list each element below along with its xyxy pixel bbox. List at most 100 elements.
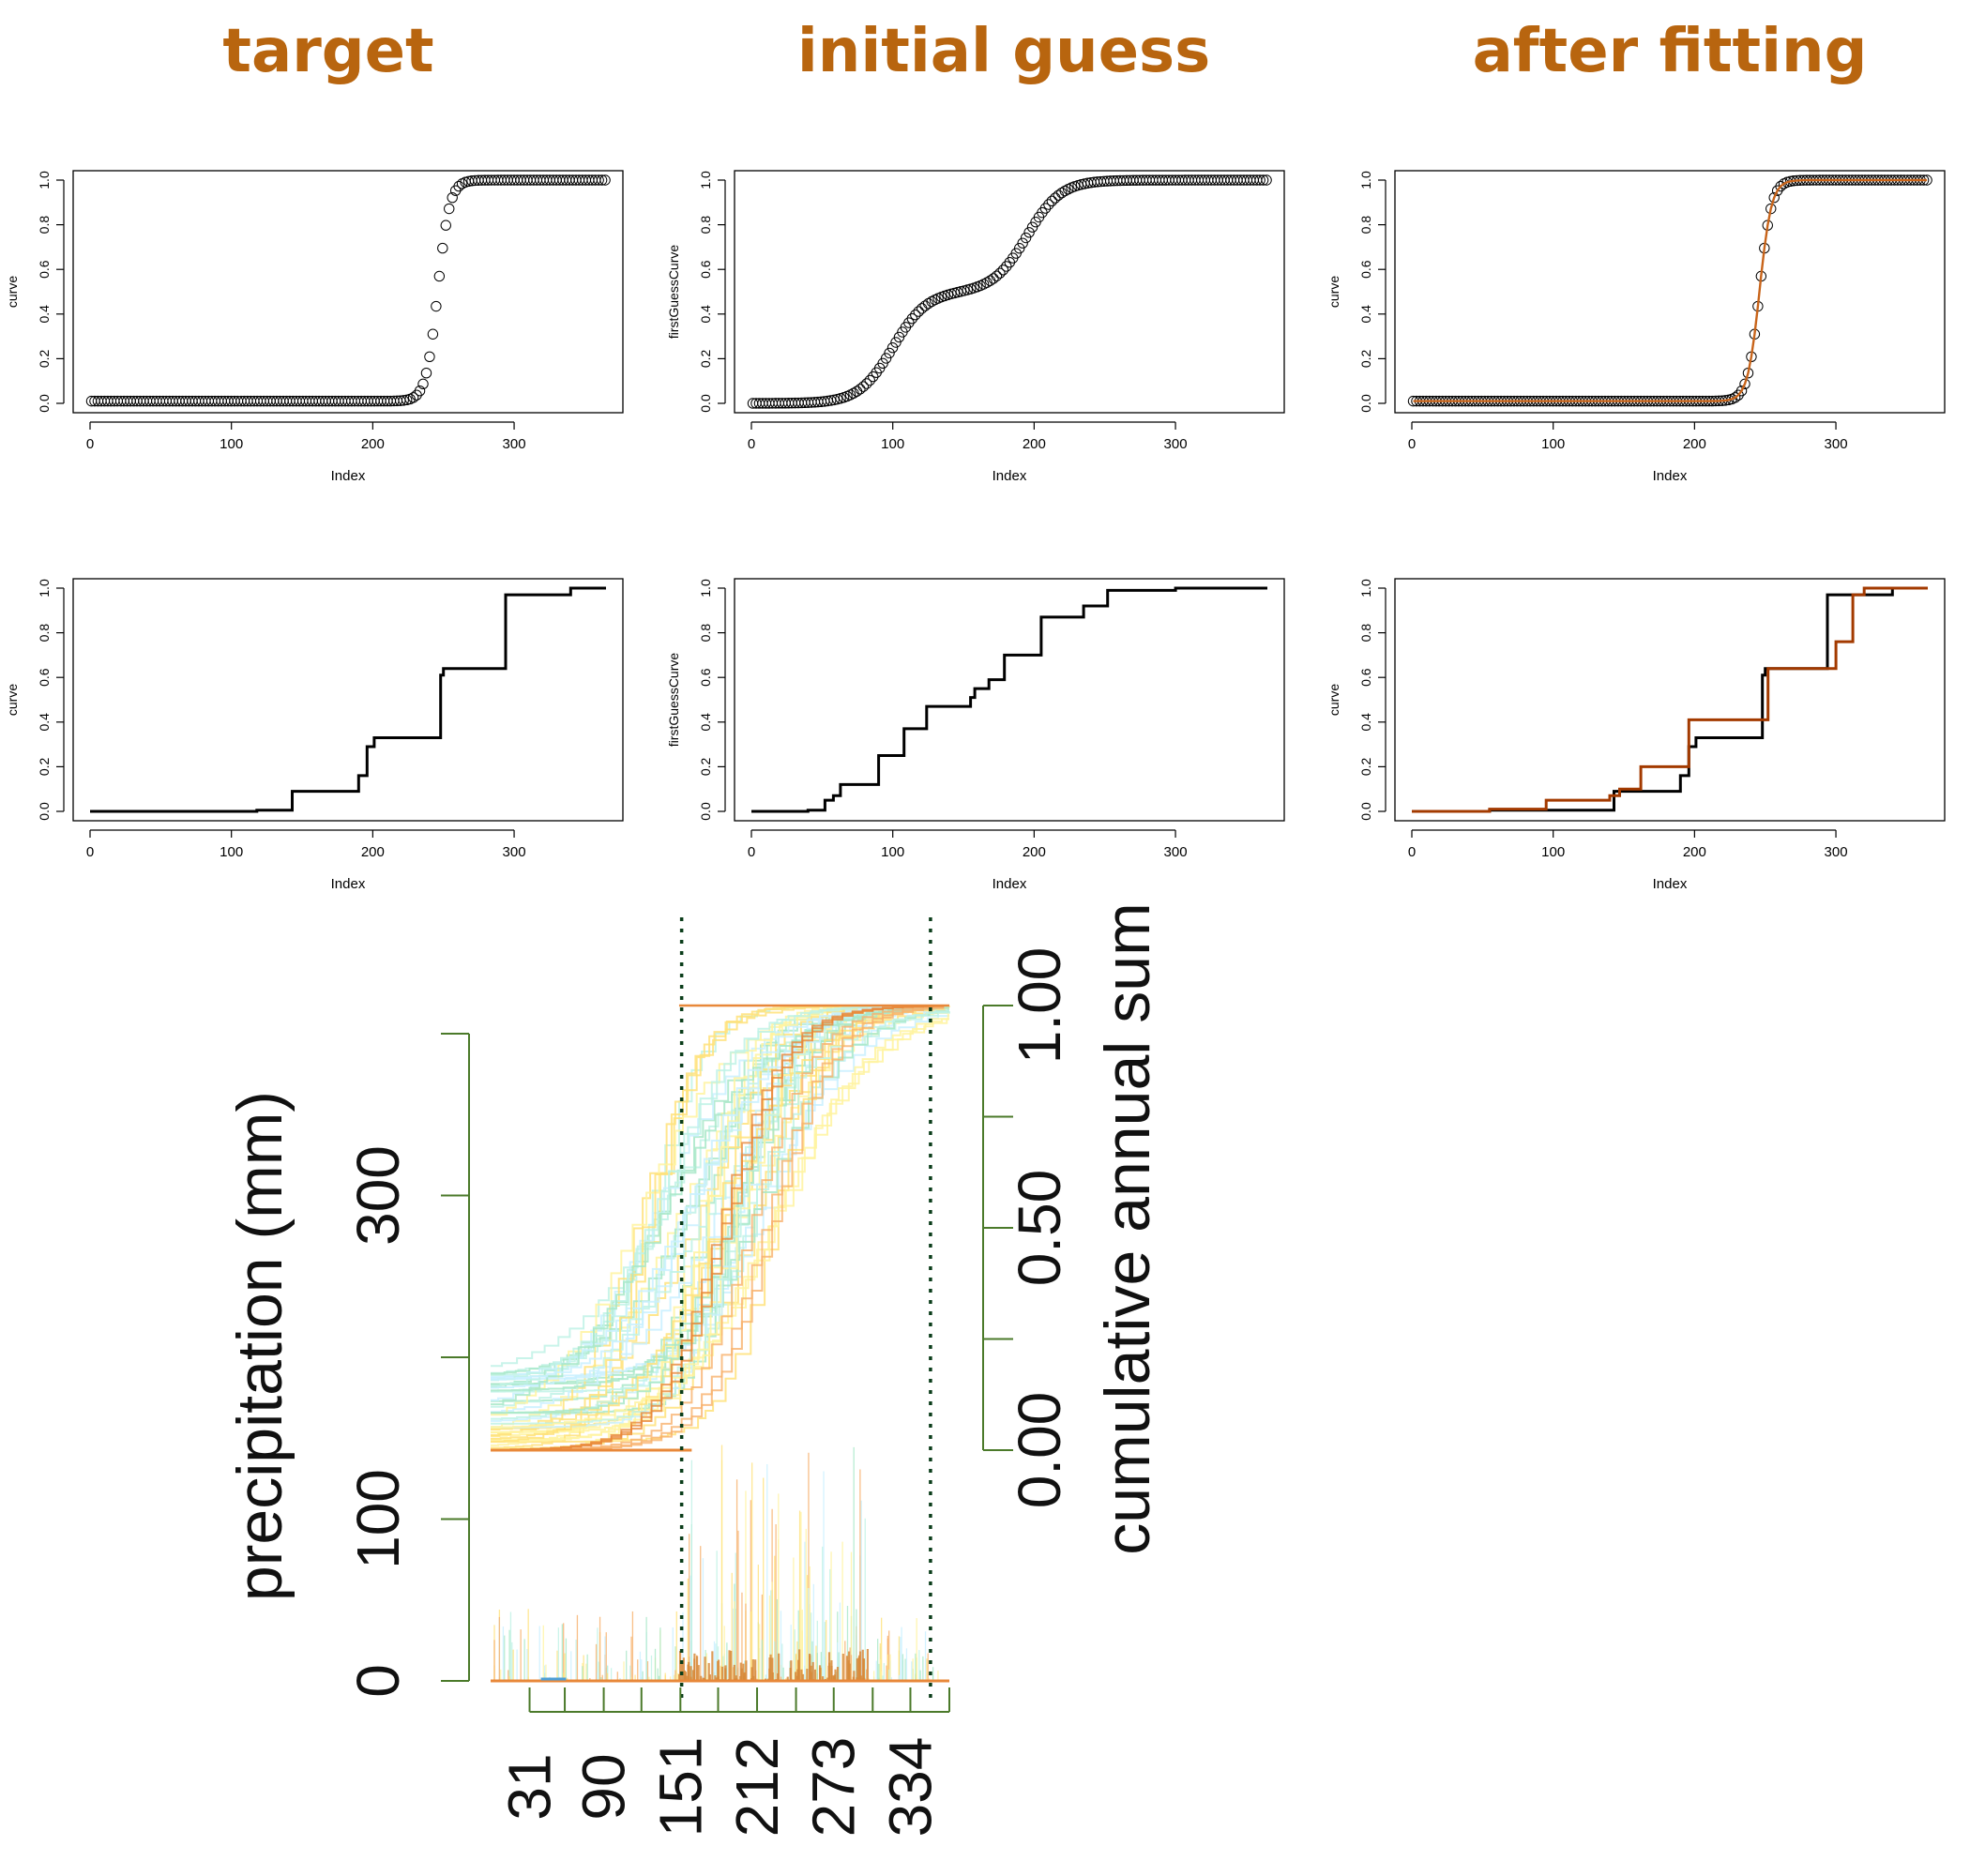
bottom-tick-label: 273: [800, 1737, 868, 1838]
data-point: [864, 374, 875, 386]
guess-points-panel: 0 100 200 300 Index 0.0 0.2 0.4 0.6 0.8 1.0 firstGu…: [666, 170, 1285, 484]
x-tick-label: 300: [1164, 436, 1188, 452]
x-tick-label: 200: [1023, 844, 1046, 860]
fit-points-panel: 0 100 200 300 Index 0.0 0.2 0.4 0.6 0.8 1.0 curve: [1326, 170, 1946, 484]
x-tick-label: 0: [748, 844, 755, 860]
series-line-1: [1412, 586, 1928, 813]
y-tick-label: 0.2: [37, 349, 52, 368]
fitted-line: [1413, 178, 1928, 402]
plot-frame: [72, 170, 624, 414]
precip-spikes: [491, 1445, 949, 1683]
left-tick-label: 100: [344, 1469, 412, 1569]
data-point: [453, 180, 464, 192]
y-tick-label: 0.2: [698, 757, 713, 776]
data-point: [991, 270, 1003, 281]
y-axis-label: curve: [5, 684, 20, 716]
x-tick-label: 300: [1825, 436, 1848, 452]
x-tick-label: 300: [503, 436, 526, 452]
y-tick-label: 0.6: [698, 260, 713, 279]
data-point: [922, 297, 934, 310]
data-point: [596, 174, 608, 186]
guess-steps-panel: 0 100 200 300 Index 0.0 0.2 0.4 0.6 0.8 1.0 firstGu…: [666, 578, 1285, 892]
target-steps-panel: 0 100 200 300 Index 0.0 0.2 0.4 0.6 0.8 1.0 curve: [5, 578, 624, 892]
x-tick-label: 0: [86, 436, 94, 452]
x-tick-label: 0: [86, 844, 94, 860]
x-tick-label: 200: [1683, 844, 1706, 860]
data-point: [431, 300, 442, 312]
cumulative-curves: [491, 1004, 950, 1452]
x-tick-label: 200: [1023, 436, 1046, 452]
x-tick-label: 200: [361, 844, 385, 860]
data-point: [444, 203, 455, 215]
data-point: [880, 353, 892, 364]
data-point: [447, 191, 458, 204]
x-tick-label: 300: [1825, 844, 1848, 860]
x-tick-label: 100: [881, 436, 904, 452]
data-point: [1729, 392, 1741, 403]
data-point: [420, 368, 432, 379]
data-point: [1261, 174, 1272, 186]
left-tick-label: 300: [344, 1145, 412, 1246]
left-tick-label: 0: [344, 1664, 412, 1698]
data-point: [440, 219, 451, 231]
plot-frame: [1394, 578, 1946, 822]
data-point: [1739, 378, 1750, 390]
data-point: [946, 288, 957, 300]
x-tick-label: 200: [361, 436, 385, 452]
data-point: [906, 312, 918, 325]
y-tick-label: 1.0: [698, 171, 713, 189]
y-tick-label: 0.6: [1358, 668, 1373, 687]
data-point: [910, 309, 921, 321]
y-tick-label: 0.8: [37, 216, 52, 234]
y-tick-label: 1.0: [37, 579, 52, 598]
data-point: [1017, 237, 1028, 249]
y-tick-label: 0.4: [37, 713, 52, 732]
x-tick-label: 100: [1541, 436, 1565, 452]
title-target: target: [222, 17, 434, 86]
plot-frame: [734, 170, 1285, 414]
fit-steps-panel: 0 100 200 300 Index 0.0 0.2 0.4 0.6 0.8 1.0 curve: [1326, 578, 1946, 892]
data-point: [1039, 203, 1052, 214]
y-tick-label: 0.0: [1358, 394, 1373, 413]
x-tick-label: 0: [748, 436, 755, 452]
cumulative-line: [491, 1005, 949, 1382]
data-point: [1001, 261, 1012, 272]
right-tick-label: 0.50: [1006, 1170, 1073, 1287]
y-tick-label: 0.0: [698, 394, 713, 413]
y-tick-label: 1.0: [1358, 171, 1373, 189]
data-point: [868, 371, 879, 383]
y-tick-label: 0.4: [1358, 713, 1373, 732]
y-tick-label: 0.0: [37, 802, 52, 821]
data-point: [1026, 221, 1038, 233]
data-point: [599, 174, 611, 186]
data-point: [414, 385, 426, 397]
data-point: [1254, 174, 1265, 186]
data-point: [1023, 227, 1035, 238]
x-tick-label: 0: [1408, 436, 1416, 452]
y-tick-label: 1.0: [1358, 579, 1373, 598]
data-point: [1768, 191, 1780, 204]
data-point: [965, 283, 977, 295]
data-point: [424, 351, 435, 362]
precipitation-panel: 0 100 300 precipitation (mm) 0.00 0.50 1.00 cum…: [224, 902, 1163, 1837]
x-axis-label: Index: [1653, 876, 1688, 892]
data-point: [1046, 195, 1058, 207]
cumulative-line: [491, 1006, 949, 1406]
y-tick-label: 0.8: [698, 624, 713, 643]
y-axis-label: curve: [1326, 684, 1341, 716]
data-point: [593, 174, 604, 186]
left-axis-label: precipitation (mm): [224, 1091, 296, 1601]
data-point: [437, 242, 448, 254]
right-tick-label: 1.00: [1006, 947, 1073, 1065]
x-tick-label: 100: [220, 844, 243, 860]
y-tick-label: 0.6: [698, 668, 713, 687]
y-tick-label: 0.2: [698, 349, 713, 368]
y-axis-label: curve: [1326, 276, 1341, 308]
y-tick-label: 0.4: [37, 305, 52, 324]
y-axis-label: firstGuessCurve: [666, 653, 681, 748]
title-after-fitting: after fitting: [1472, 17, 1868, 86]
right-tick-label: 0.00: [1006, 1392, 1073, 1509]
x-tick-label: 300: [503, 844, 526, 860]
title-initial-guess: initial guess: [796, 17, 1211, 86]
